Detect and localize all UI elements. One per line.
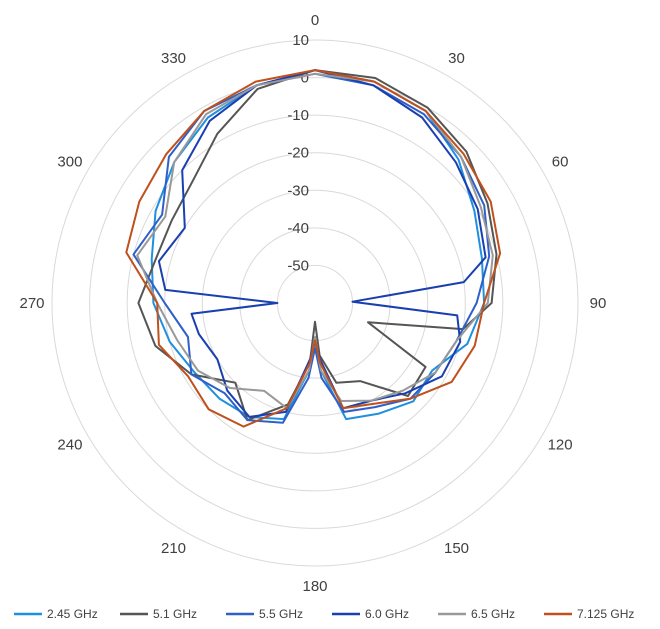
radial-tick-label: -50 (287, 257, 309, 274)
radial-tick-label: 0 (301, 70, 309, 87)
angle-tick-label: 240 (57, 437, 82, 454)
radial-tick-label: -20 (287, 145, 309, 162)
radial-tick-label: -40 (287, 220, 309, 237)
grid-ring (126, 114, 504, 492)
angle-tick-labels: 0 30 60 90 120 150 180 210 240 270 300 330 (19, 12, 606, 595)
grid-ring (239, 227, 391, 379)
series-line-5-5-ghz (132, 72, 491, 424)
radial-tick-label: 10 (292, 32, 309, 49)
legend-label: 5.1 GHz (153, 607, 197, 621)
angle-tick-label: 120 (548, 437, 573, 454)
angle-tick-label: 330 (161, 50, 186, 67)
grid-ring (164, 152, 466, 454)
radial-tick-labels: 10 0 -10 -20 -30 -40 -50 (287, 32, 309, 274)
legend-label: 5.5 GHz (259, 607, 303, 621)
radial-tick-label: -30 (287, 182, 309, 199)
angle-tick-label: 30 (448, 50, 465, 67)
angle-tick-label: 270 (19, 295, 44, 312)
polar-grid (51, 39, 579, 567)
series-line-6-5-ghz (136, 72, 494, 410)
legend-label: 6.0 GHz (365, 607, 409, 621)
legend-label: 2.45 GHz (47, 607, 98, 621)
series-line-5-1-ghz (137, 69, 498, 422)
grid-ring (89, 77, 541, 529)
angle-tick-label: 90 (590, 295, 607, 312)
angle-tick-label: 210 (161, 540, 186, 557)
series-line-7-125-ghz (125, 69, 502, 428)
angle-tick-label: 180 (302, 578, 327, 595)
grid-ring (51, 39, 579, 567)
legend: 2.45 GHz 5.1 GHz 5.5 GHz 6.0 GHz 6.5 GHz 7.12… (14, 607, 634, 621)
angle-tick-label: 150 (444, 540, 469, 557)
legend-label: 7.125 GHz (577, 607, 634, 621)
angle-tick-label: 60 (552, 154, 569, 171)
angle-tick-label: 300 (57, 154, 82, 171)
angle-tick-label: 0 (311, 12, 319, 29)
series-lines (125, 69, 502, 428)
legend-label: 6.5 GHz (471, 607, 515, 621)
radial-tick-label: -10 (287, 107, 309, 124)
grid-ring (201, 189, 429, 417)
